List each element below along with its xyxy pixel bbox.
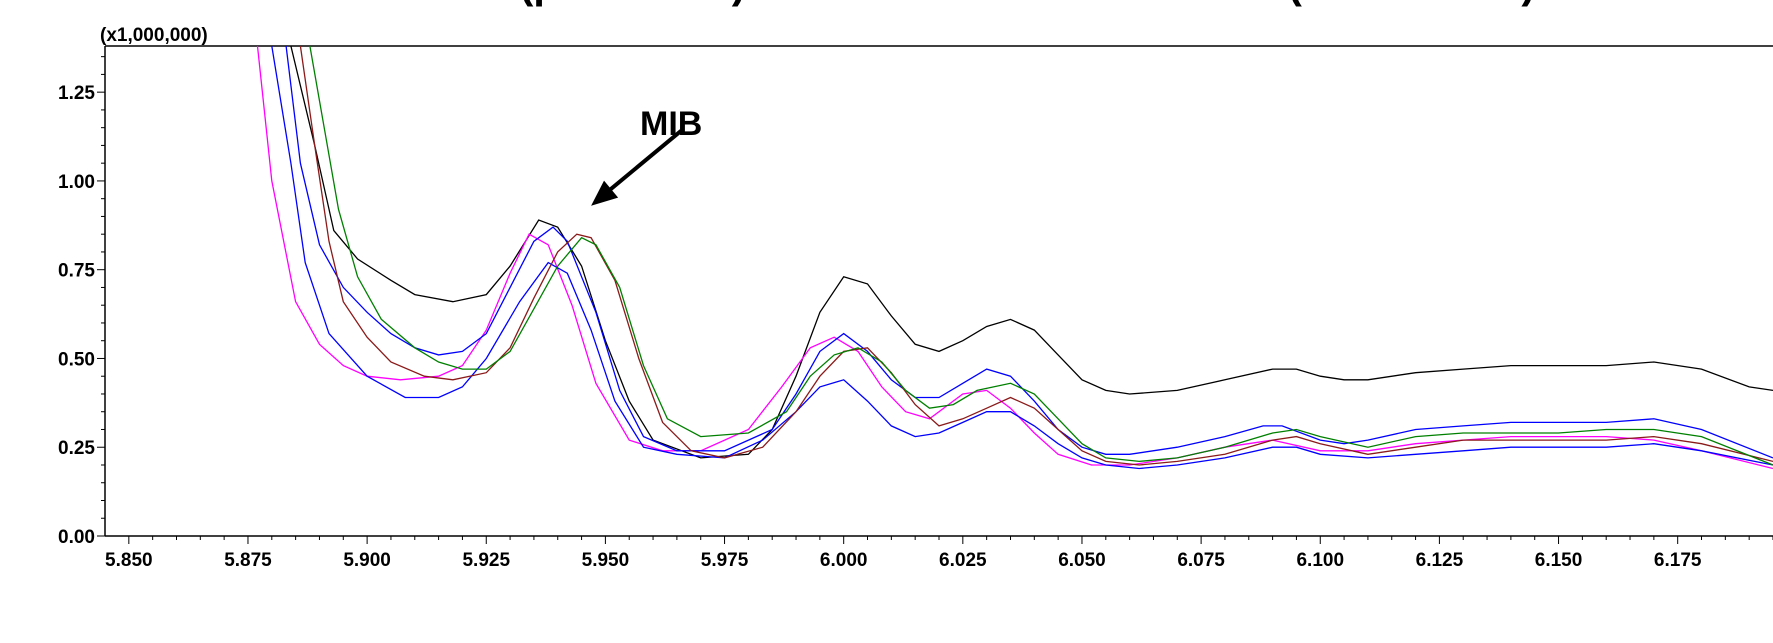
y-tick-label: 1.00: [58, 172, 95, 193]
series-line-5: [299, 46, 1773, 466]
annotation-arrow-shaft: [603, 129, 683, 196]
x-tick-label: 5.950: [582, 550, 630, 571]
series-line-3: [271, 46, 1773, 470]
series-line-4: [285, 46, 1773, 459]
y-tick-label: 0.75: [58, 261, 95, 282]
y-tick-label: 1.25: [58, 83, 95, 104]
x-tick-label: 5.975: [701, 550, 749, 571]
axes: [97, 45, 1773, 544]
series-lines: [256, 46, 1773, 470]
y-multiplier-label: (x1,000,000): [100, 25, 208, 46]
chart-title: with SPME (pink trace) overlaid with SPM…: [120, 0, 1720, 8]
x-tick-label: 6.075: [1177, 550, 1225, 571]
x-tick-label: 6.175: [1654, 550, 1702, 571]
series-line-6: [309, 46, 1773, 466]
series-line-1: [290, 46, 1773, 459]
y-tick-label: 0.00: [58, 527, 95, 548]
x-tick-label: 5.900: [343, 550, 391, 571]
x-tick-label: 6.150: [1535, 550, 1583, 571]
y-tick-label: 0.25: [58, 438, 95, 459]
annotation-arrow-head: [591, 180, 619, 206]
x-tick-label: 5.925: [462, 550, 510, 571]
tick-labels: 0.00 0.25 0.50 0.75 1.00 1.25 5.850 5.875 5.900 5…: [58, 83, 1702, 571]
x-tick-label: 6.125: [1416, 550, 1464, 571]
x-tick-label: 5.875: [224, 550, 272, 571]
series-line-2: [256, 46, 1773, 470]
x-tick-label: 6.025: [939, 550, 987, 571]
x-tick-label: 6.000: [820, 550, 868, 571]
x-tick-label: 5.850: [105, 550, 153, 571]
x-tick-label: 6.050: [1058, 550, 1106, 571]
annotation: MIB: [591, 105, 702, 206]
x-tick-label: 6.100: [1296, 550, 1344, 571]
y-tick-label: 0.50: [58, 349, 95, 370]
